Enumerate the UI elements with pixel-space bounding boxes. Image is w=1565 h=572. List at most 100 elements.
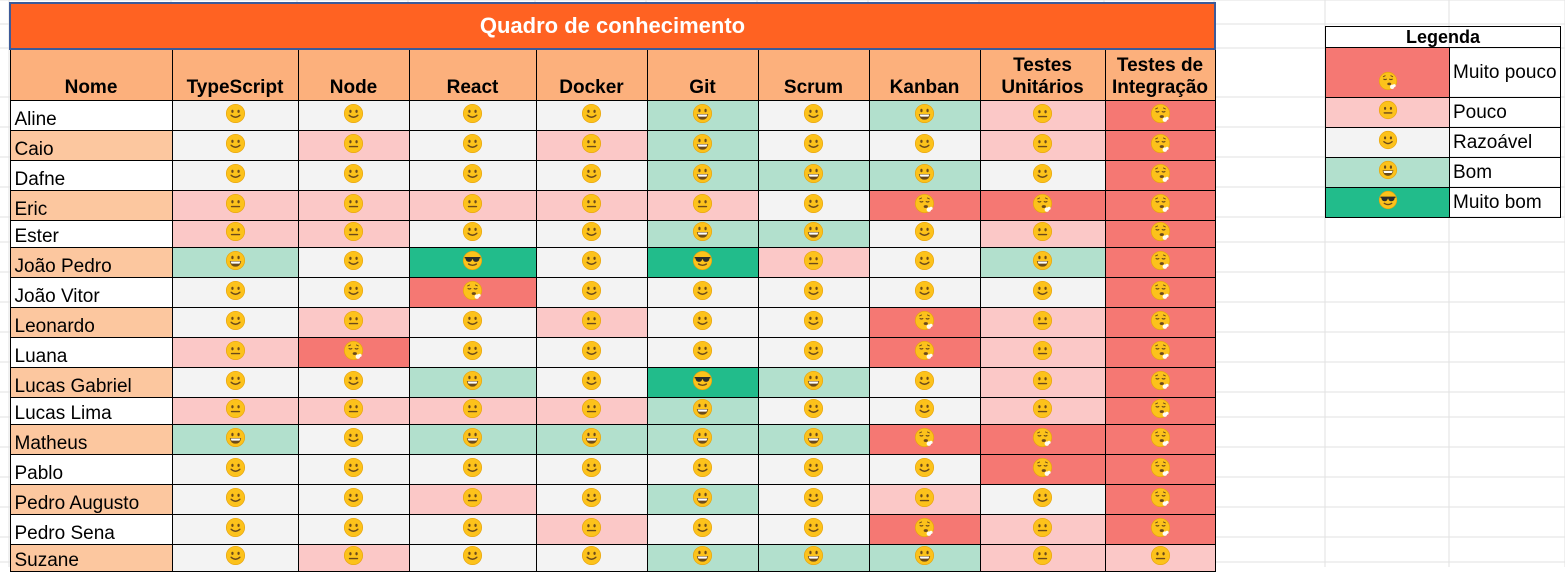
column-header-7[interactable]: Kanban	[868, 48, 981, 101]
column-header-9[interactable]: Testes de Integração	[1104, 48, 1216, 101]
member-name-cell[interactable]: João Vitor	[9, 277, 173, 308]
skill-level-cell[interactable]	[535, 424, 648, 455]
skill-level-cell[interactable]	[408, 190, 537, 221]
skill-level-cell[interactable]	[1104, 397, 1216, 425]
skill-level-cell[interactable]	[171, 454, 299, 485]
skill-level-cell[interactable]	[979, 130, 1106, 161]
skill-level-cell[interactable]	[868, 337, 981, 368]
member-name-cell[interactable]: Dafne	[9, 160, 173, 191]
skill-level-cell[interactable]	[646, 190, 759, 221]
skill-level-cell[interactable]	[868, 454, 981, 485]
skill-level-cell[interactable]	[171, 277, 299, 308]
skill-level-cell[interactable]	[868, 397, 981, 425]
skill-level-cell[interactable]	[757, 367, 870, 398]
skill-level-cell[interactable]	[757, 454, 870, 485]
skill-level-cell[interactable]	[757, 190, 870, 221]
column-header-6[interactable]: Scrum	[757, 48, 870, 101]
skill-level-cell[interactable]	[646, 160, 759, 191]
skill-level-cell[interactable]	[297, 277, 410, 308]
skill-level-cell[interactable]	[1104, 160, 1216, 191]
column-header-1[interactable]: TypeScript	[171, 48, 299, 101]
skill-level-cell[interactable]	[297, 190, 410, 221]
legend-label[interactable]: Muito pouco	[1449, 47, 1561, 98]
column-header-2[interactable]: Node	[297, 48, 410, 101]
skill-level-cell[interactable]	[868, 190, 981, 221]
skill-level-cell[interactable]	[297, 307, 410, 338]
legend-swatch[interactable]	[1325, 157, 1450, 188]
skill-level-cell[interactable]	[171, 484, 299, 515]
skill-level-cell[interactable]	[757, 307, 870, 338]
column-header-8[interactable]: Testes Unitários	[979, 48, 1106, 101]
skill-level-cell[interactable]	[979, 247, 1106, 278]
skill-level-cell[interactable]	[171, 220, 299, 248]
skill-level-cell[interactable]	[297, 484, 410, 515]
skill-level-cell[interactable]	[979, 190, 1106, 221]
skill-level-cell[interactable]	[757, 484, 870, 515]
skill-level-cell[interactable]	[757, 247, 870, 278]
skill-level-cell[interactable]	[408, 247, 537, 278]
skill-level-cell[interactable]	[1104, 454, 1216, 485]
skill-level-cell[interactable]	[757, 100, 870, 131]
skill-level-cell[interactable]	[297, 220, 410, 248]
skill-level-cell[interactable]	[868, 277, 981, 308]
legend-label[interactable]: Bom	[1449, 157, 1561, 188]
member-name-cell[interactable]: Suzane	[9, 544, 173, 572]
skill-level-cell[interactable]	[757, 160, 870, 191]
skill-level-cell[interactable]	[646, 367, 759, 398]
legend-swatch[interactable]	[1325, 127, 1450, 158]
skill-level-cell[interactable]	[1104, 337, 1216, 368]
skill-level-cell[interactable]	[646, 424, 759, 455]
skill-level-cell[interactable]	[171, 247, 299, 278]
skill-level-cell[interactable]	[297, 130, 410, 161]
skill-level-cell[interactable]	[757, 337, 870, 368]
skill-level-cell[interactable]	[1104, 190, 1216, 221]
skill-level-cell[interactable]	[646, 544, 759, 572]
skill-level-cell[interactable]	[535, 307, 648, 338]
member-name-cell[interactable]: Pedro Augusto	[9, 484, 173, 515]
skill-level-cell[interactable]	[979, 367, 1106, 398]
skill-level-cell[interactable]	[171, 337, 299, 368]
member-name-cell[interactable]: Eric	[9, 190, 173, 221]
skill-level-cell[interactable]	[757, 514, 870, 545]
skill-level-cell[interactable]	[408, 337, 537, 368]
skill-level-cell[interactable]	[646, 247, 759, 278]
skill-level-cell[interactable]	[979, 424, 1106, 455]
column-header-4[interactable]: Docker	[535, 48, 648, 101]
skill-level-cell[interactable]	[979, 397, 1106, 425]
member-name-cell[interactable]: Pablo	[9, 454, 173, 485]
skill-level-cell[interactable]	[646, 454, 759, 485]
skill-level-cell[interactable]	[408, 544, 537, 572]
skill-level-cell[interactable]	[535, 190, 648, 221]
skill-level-cell[interactable]	[535, 337, 648, 368]
skill-level-cell[interactable]	[1104, 514, 1216, 545]
skill-level-cell[interactable]	[868, 100, 981, 131]
skill-level-cell[interactable]	[297, 337, 410, 368]
legend-swatch[interactable]	[1325, 187, 1450, 218]
skill-level-cell[interactable]	[868, 220, 981, 248]
skill-level-cell[interactable]	[171, 160, 299, 191]
skill-level-cell[interactable]	[1104, 277, 1216, 308]
skill-level-cell[interactable]	[171, 190, 299, 221]
skill-level-cell[interactable]	[535, 247, 648, 278]
skill-level-cell[interactable]	[171, 424, 299, 455]
skill-level-cell[interactable]	[979, 100, 1106, 131]
skill-level-cell[interactable]	[408, 424, 537, 455]
skill-level-cell[interactable]	[171, 367, 299, 398]
legend-swatch[interactable]	[1325, 97, 1450, 128]
board-title[interactable]: Quadro de conhecimento	[9, 2, 1216, 50]
skill-level-cell[interactable]	[535, 220, 648, 248]
skill-level-cell[interactable]	[868, 130, 981, 161]
skill-level-cell[interactable]	[408, 484, 537, 515]
skill-level-cell[interactable]	[979, 544, 1106, 572]
skill-level-cell[interactable]	[646, 484, 759, 515]
column-header-5[interactable]: Git	[646, 48, 759, 101]
skill-level-cell[interactable]	[646, 130, 759, 161]
skill-level-cell[interactable]	[297, 160, 410, 191]
skill-level-cell[interactable]	[757, 424, 870, 455]
skill-level-cell[interactable]	[646, 397, 759, 425]
skill-level-cell[interactable]	[297, 100, 410, 131]
skill-level-cell[interactable]	[297, 247, 410, 278]
member-name-cell[interactable]: Aline	[9, 100, 173, 131]
skill-level-cell[interactable]	[408, 100, 537, 131]
member-name-cell[interactable]: Matheus	[9, 424, 173, 455]
